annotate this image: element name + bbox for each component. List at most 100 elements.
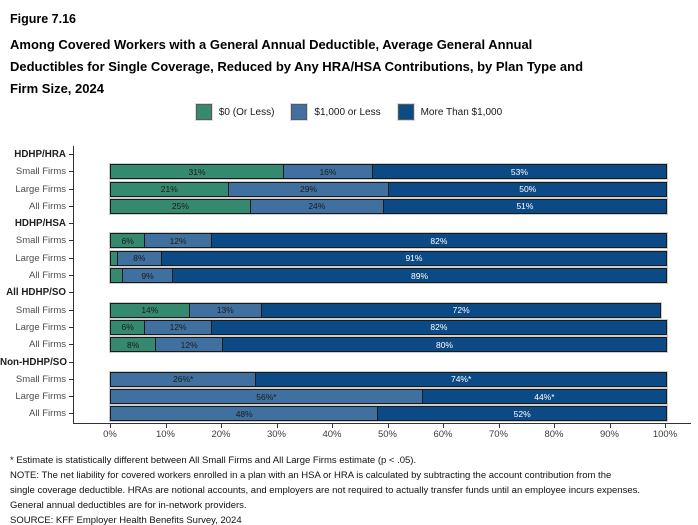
x-tick-label: 10% xyxy=(155,429,175,440)
x-tick-label: 100% xyxy=(652,429,678,440)
x-tick-label: 90% xyxy=(599,429,619,440)
legend-label: $1,000 or Less xyxy=(314,106,381,118)
y-tick xyxy=(69,396,73,398)
bar-value-label: 50% xyxy=(519,184,537,195)
bar-segment xyxy=(111,251,117,265)
footnotes: * Estimate is statistically different be… xyxy=(10,453,696,525)
bar-value-label: 53% xyxy=(510,166,528,177)
row-label: All Firms xyxy=(29,339,66,351)
y-axis-line xyxy=(73,146,74,423)
bar-segment: 21% xyxy=(111,182,228,196)
row-label: All Firms xyxy=(29,270,66,282)
chart-row-group-header: HDHP/HSA xyxy=(0,215,698,232)
chart-row-bar: All Firms 25% 24% 51% xyxy=(0,198,698,215)
bar-segment: 16% xyxy=(283,165,372,179)
bar-segment: 8% xyxy=(116,251,161,265)
row-label: Small Firms xyxy=(15,373,66,385)
y-tick xyxy=(69,309,73,311)
chart-row-bar: All Firms 8% 12% 80% xyxy=(0,336,698,353)
x-tick xyxy=(221,423,222,428)
bar-segment: 50% xyxy=(388,182,666,196)
bar-value-label: 8% xyxy=(133,253,146,264)
bar-segment: 9% xyxy=(122,269,173,283)
x-tick-label: 60% xyxy=(433,429,453,440)
stacked-bar: 26%* 74%* xyxy=(110,371,667,387)
y-tick xyxy=(69,326,73,328)
bar-segment: 89% xyxy=(172,269,666,283)
stacked-bar: 25% 24% 51% xyxy=(110,198,667,214)
bar-value-label: 21% xyxy=(160,184,178,195)
bar-value-label: 80% xyxy=(435,339,453,350)
x-tick-label: 0% xyxy=(103,429,117,440)
chart-row-group-header: All HDHP/SO xyxy=(0,284,698,301)
row-label: Large Firms xyxy=(15,252,66,264)
footnote-significance: * Estimate is statistically different be… xyxy=(10,455,417,466)
x-tick xyxy=(165,423,167,428)
footnote-source: SOURCE: KFF Employer Health Benefits Sur… xyxy=(10,515,242,525)
y-tick xyxy=(69,275,73,277)
bar-segment: 91% xyxy=(160,251,666,265)
bar-value-label: 48% xyxy=(235,408,253,419)
y-tick xyxy=(69,188,73,190)
row-label: Small Firms xyxy=(15,166,66,178)
x-tick xyxy=(498,423,500,428)
bar-value-label: 91% xyxy=(405,253,423,264)
group-label: Non-HDHP/SO xyxy=(0,356,67,368)
x-tick xyxy=(554,423,555,428)
bar-segment: 24% xyxy=(249,199,383,213)
y-tick xyxy=(69,257,73,259)
bar-segment: 82% xyxy=(210,320,666,334)
stacked-bar: 21% 29% 50% xyxy=(110,181,667,197)
x-tick xyxy=(110,423,111,428)
chart-row-bar: Small Firms 31% 16% 53% xyxy=(0,163,698,180)
footnote-note-line: NOTE: The net liability for covered work… xyxy=(10,470,612,481)
y-tick xyxy=(69,171,73,173)
bar-value-label: 6% xyxy=(121,322,134,333)
row-label: Large Firms xyxy=(15,321,66,333)
x-tick xyxy=(609,423,611,428)
chart-title-line: Among Covered Workers with a General Ann… xyxy=(10,37,533,52)
bar-value-label: 74%* xyxy=(450,374,472,385)
chart-title-line: Deductibles for Single Coverage, Reduced… xyxy=(10,59,584,74)
bar-value-label: 82% xyxy=(430,322,448,333)
bar-segment: 12% xyxy=(155,338,222,352)
legend: $0 (Or Less) $1,000 or Less More Than $1… xyxy=(0,104,698,120)
bar-segment: 12% xyxy=(144,320,211,334)
legend-label: $0 (Or Less) xyxy=(218,106,275,118)
bar-value-label: 29% xyxy=(300,184,318,195)
chart-row-bar: Large Firms 21% 29% 50% xyxy=(0,181,698,198)
stacked-bar: 56%* 44%* xyxy=(110,389,667,405)
bar-value-label: 14% xyxy=(141,305,159,316)
x-tick xyxy=(665,423,666,428)
y-tick xyxy=(69,223,73,225)
x-tick-label: 70% xyxy=(488,429,508,440)
bar-value-label: 8% xyxy=(127,339,140,350)
footnote-note-line: General annual deductibles are for in-ne… xyxy=(10,500,247,511)
stacked-bar: 8% 91% xyxy=(110,250,667,266)
bar-value-label: 12% xyxy=(180,339,198,350)
bar-segment: 13% xyxy=(188,303,261,317)
group-label: All HDHP/SO xyxy=(6,287,66,299)
x-tick xyxy=(387,423,389,428)
chart-row-bar: All Firms 9% 89% xyxy=(0,267,698,284)
bar-value-label: 56%* xyxy=(256,391,277,402)
bar-value-label: 26%* xyxy=(172,374,194,385)
bar-value-label: 25% xyxy=(171,201,189,212)
bar-value-label: 12% xyxy=(169,235,187,246)
stacked-bar: 6% 12% 82% xyxy=(110,319,667,335)
bar-segment: 53% xyxy=(371,165,666,179)
group-label: HDHP/HSA xyxy=(14,218,66,230)
stacked-bar: 6% 12% 82% xyxy=(110,233,667,249)
bar-segment: 29% xyxy=(227,182,389,196)
x-tick-label: 40% xyxy=(322,429,342,440)
bar-value-label: 31% xyxy=(188,166,206,177)
stacked-bar: 48% 52% xyxy=(110,406,667,422)
bar-segment: 72% xyxy=(260,303,661,317)
x-tick-label: 20% xyxy=(211,429,231,440)
legend-item-more-than-1000: More Than $1,000 xyxy=(397,104,502,120)
y-tick xyxy=(69,240,73,242)
y-tick xyxy=(69,344,73,346)
bar-value-label: 52% xyxy=(513,408,531,419)
y-tick xyxy=(69,205,73,207)
